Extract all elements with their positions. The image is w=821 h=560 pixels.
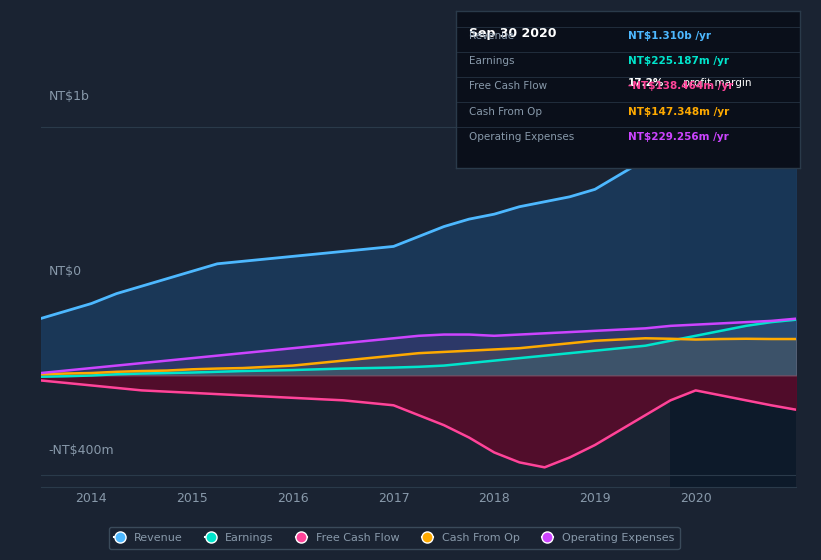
Text: Sep 30 2020: Sep 30 2020 [470, 27, 557, 40]
Text: Cash From Op: Cash From Op [470, 106, 543, 116]
Text: -NT$138.464m /yr: -NT$138.464m /yr [628, 81, 733, 91]
Text: NT$225.187m /yr: NT$225.187m /yr [628, 57, 729, 67]
Text: 17.2%: 17.2% [628, 78, 664, 88]
Legend: Revenue, Earnings, Free Cash Flow, Cash From Op, Operating Expenses: Revenue, Earnings, Free Cash Flow, Cash … [108, 527, 680, 549]
Text: Operating Expenses: Operating Expenses [470, 132, 575, 142]
Text: NT$1.310b /yr: NT$1.310b /yr [628, 31, 711, 41]
Text: Revenue: Revenue [470, 31, 515, 41]
Text: -NT$400m: -NT$400m [48, 444, 114, 457]
Text: Free Cash Flow: Free Cash Flow [470, 81, 548, 91]
Text: Earnings: Earnings [470, 57, 515, 67]
Text: NT$1b: NT$1b [48, 90, 89, 104]
Text: NT$0: NT$0 [48, 265, 82, 278]
Text: NT$147.348m /yr: NT$147.348m /yr [628, 106, 729, 116]
Bar [671, 28, 796, 487]
Text: profit margin: profit margin [680, 78, 751, 88]
Text: NT$229.256m /yr: NT$229.256m /yr [628, 132, 729, 142]
